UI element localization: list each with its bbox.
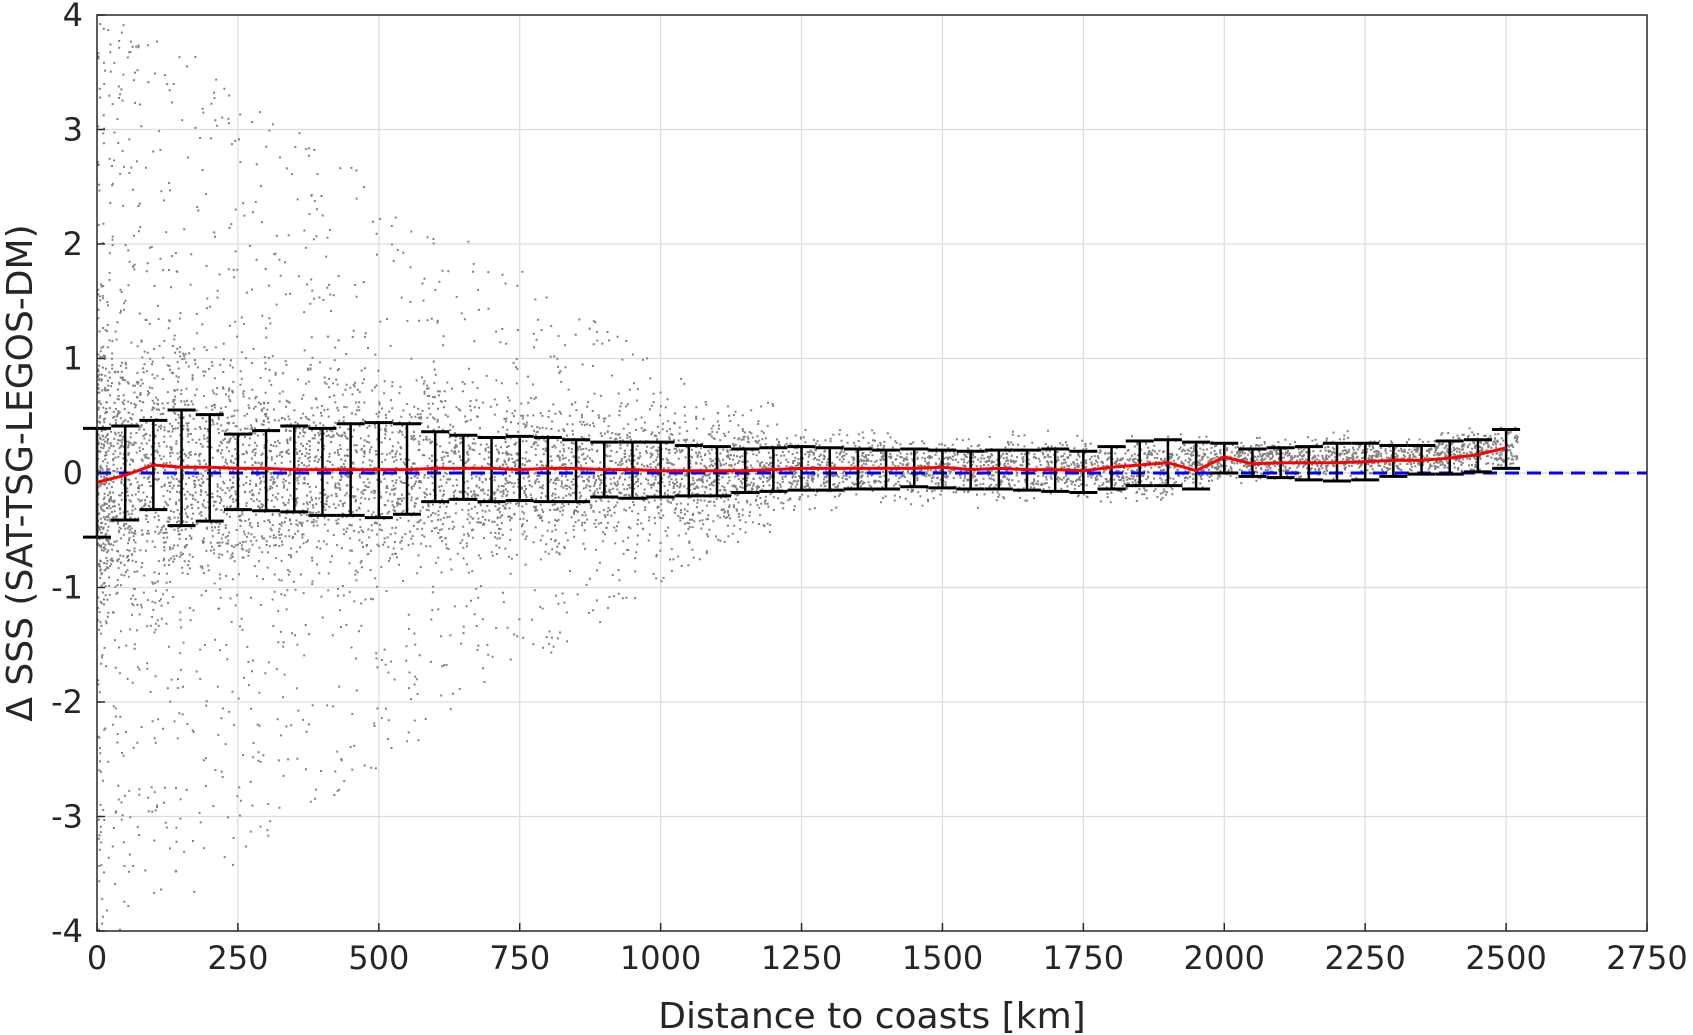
x-axis-title: Distance to coasts [km] (658, 996, 1085, 1035)
y-tick-label: -2 (51, 683, 83, 721)
x-tick-label: 500 (348, 939, 409, 977)
y-tick-label: -1 (51, 569, 83, 607)
x-tick-label: 1750 (1043, 939, 1124, 977)
error-bar (1125, 439, 1154, 488)
y-tick-label: 2 (63, 225, 83, 263)
y-tick-label: 1 (63, 340, 83, 378)
x-tick-label: 1500 (902, 939, 983, 977)
x-tick-label: 0 (87, 939, 107, 977)
error-bar (308, 426, 337, 517)
mean-line (96, 446, 1507, 484)
x-tick-label: 2750 (1606, 939, 1687, 977)
x-tick-label: 2500 (1465, 939, 1546, 977)
y-tick-label: -4 (51, 912, 83, 950)
y-axis-title: Δ SSS (SAT-TSG-LEGOS-DM) (0, 224, 41, 721)
y-tick-label: 0 (63, 454, 83, 492)
error-bar (562, 438, 591, 504)
x-tick-label: 250 (207, 939, 268, 977)
x-tick-label: 1250 (761, 939, 842, 977)
mean-line-layer (96, 446, 1507, 484)
y-tick-label: 4 (63, 0, 83, 34)
error-bar (252, 429, 281, 513)
error-bar (421, 430, 450, 504)
x-tick-label: 750 (489, 939, 550, 977)
x-tick-label: 1000 (620, 939, 701, 977)
error-bar (111, 424, 140, 522)
axis-ticks: 0 250 500 750 1000 1250 1500 1750 2000 2250 2500 27… (51, 0, 1688, 977)
error-bar (1182, 440, 1211, 491)
y-tick-label: -3 (51, 798, 83, 836)
error-bar (223, 432, 252, 512)
x-tick-label: 2250 (1324, 939, 1405, 977)
y-tick-label: 3 (63, 111, 83, 149)
x-tick-label: 2000 (1184, 939, 1265, 977)
error-bar (928, 448, 957, 490)
